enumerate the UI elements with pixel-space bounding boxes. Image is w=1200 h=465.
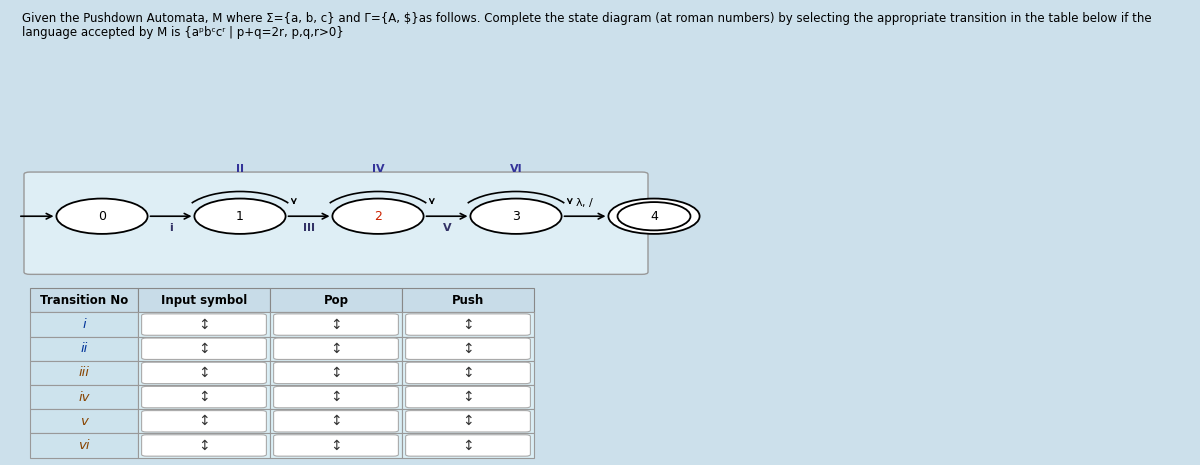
Text: V: V: [443, 223, 451, 233]
FancyBboxPatch shape: [142, 435, 266, 456]
Bar: [270, 312, 402, 337]
FancyBboxPatch shape: [142, 314, 266, 335]
FancyBboxPatch shape: [274, 338, 398, 359]
FancyBboxPatch shape: [406, 314, 530, 335]
FancyBboxPatch shape: [406, 338, 530, 359]
Text: III: III: [302, 223, 314, 233]
Bar: [270, 337, 402, 361]
Bar: [402, 288, 534, 312]
Bar: [402, 361, 534, 385]
Text: ↕: ↕: [330, 342, 342, 356]
FancyBboxPatch shape: [274, 435, 398, 456]
Text: i: i: [82, 318, 86, 331]
Text: iv: iv: [78, 391, 90, 404]
Circle shape: [194, 199, 286, 234]
Text: ↕: ↕: [198, 390, 210, 404]
Bar: [138, 433, 270, 458]
Bar: [270, 288, 402, 312]
Bar: [402, 433, 534, 458]
Bar: [30, 288, 138, 312]
Text: λ, $/$: λ, $/$: [575, 196, 595, 209]
Text: 0: 0: [98, 210, 106, 223]
FancyBboxPatch shape: [406, 362, 530, 384]
Bar: [402, 385, 534, 409]
Bar: [138, 409, 270, 433]
Bar: [270, 361, 402, 385]
Text: 1: 1: [236, 210, 244, 223]
Text: ↕: ↕: [462, 390, 474, 404]
Text: ↕: ↕: [330, 318, 342, 332]
Bar: [402, 337, 534, 361]
Text: ↕: ↕: [462, 414, 474, 428]
Bar: [30, 433, 138, 458]
Text: ↕: ↕: [198, 414, 210, 428]
Circle shape: [332, 199, 424, 234]
Text: ↕: ↕: [462, 318, 474, 332]
Bar: [30, 409, 138, 433]
Bar: [138, 312, 270, 337]
Text: 4: 4: [650, 210, 658, 223]
Bar: [270, 433, 402, 458]
Text: Input symbol: Input symbol: [161, 294, 247, 307]
Bar: [30, 312, 138, 337]
Bar: [30, 361, 138, 385]
Text: Given the Pushdown Automata, M where Σ={a, b, c} and Γ={A, $}as follows. Complet: Given the Pushdown Automata, M where Σ={…: [22, 12, 1151, 25]
Text: Transition No: Transition No: [40, 294, 128, 307]
Text: Push: Push: [452, 294, 484, 307]
Text: ↕: ↕: [198, 438, 210, 452]
FancyBboxPatch shape: [274, 411, 398, 432]
Circle shape: [470, 199, 562, 234]
Circle shape: [608, 199, 700, 234]
Bar: [30, 337, 138, 361]
Text: ↕: ↕: [330, 414, 342, 428]
Text: ↕: ↕: [462, 438, 474, 452]
Bar: [138, 288, 270, 312]
FancyBboxPatch shape: [406, 386, 530, 408]
FancyBboxPatch shape: [142, 338, 266, 359]
Text: ↕: ↕: [330, 438, 342, 452]
Text: vi: vi: [78, 439, 90, 452]
FancyBboxPatch shape: [24, 172, 648, 274]
Bar: [402, 409, 534, 433]
Text: 2: 2: [374, 210, 382, 223]
Text: II: II: [236, 164, 244, 173]
Bar: [138, 361, 270, 385]
Bar: [138, 385, 270, 409]
Text: ↕: ↕: [462, 342, 474, 356]
Text: ↕: ↕: [462, 366, 474, 380]
FancyBboxPatch shape: [142, 386, 266, 408]
Text: ↕: ↕: [330, 390, 342, 404]
FancyBboxPatch shape: [406, 411, 530, 432]
Text: language accepted by M is {aᵖbᶜcʳ | p+q=2r, p,q,r>0}: language accepted by M is {aᵖbᶜcʳ | p+q=…: [22, 26, 343, 39]
Text: Pop: Pop: [324, 294, 348, 307]
Text: VI: VI: [510, 164, 522, 173]
Text: i: i: [169, 223, 173, 233]
Bar: [270, 385, 402, 409]
FancyBboxPatch shape: [274, 314, 398, 335]
Bar: [270, 409, 402, 433]
FancyBboxPatch shape: [274, 386, 398, 408]
Text: ↕: ↕: [198, 342, 210, 356]
Text: ↕: ↕: [198, 366, 210, 380]
Text: IV: IV: [372, 164, 384, 173]
Bar: [30, 385, 138, 409]
Circle shape: [56, 199, 148, 234]
Text: ↕: ↕: [198, 318, 210, 332]
FancyBboxPatch shape: [142, 362, 266, 384]
Text: iii: iii: [78, 366, 90, 379]
FancyBboxPatch shape: [142, 411, 266, 432]
FancyBboxPatch shape: [274, 362, 398, 384]
FancyBboxPatch shape: [406, 435, 530, 456]
Text: ↕: ↕: [330, 366, 342, 380]
Text: ii: ii: [80, 342, 88, 355]
Bar: [402, 312, 534, 337]
Bar: [138, 337, 270, 361]
Text: 3: 3: [512, 210, 520, 223]
Text: v: v: [80, 415, 88, 428]
